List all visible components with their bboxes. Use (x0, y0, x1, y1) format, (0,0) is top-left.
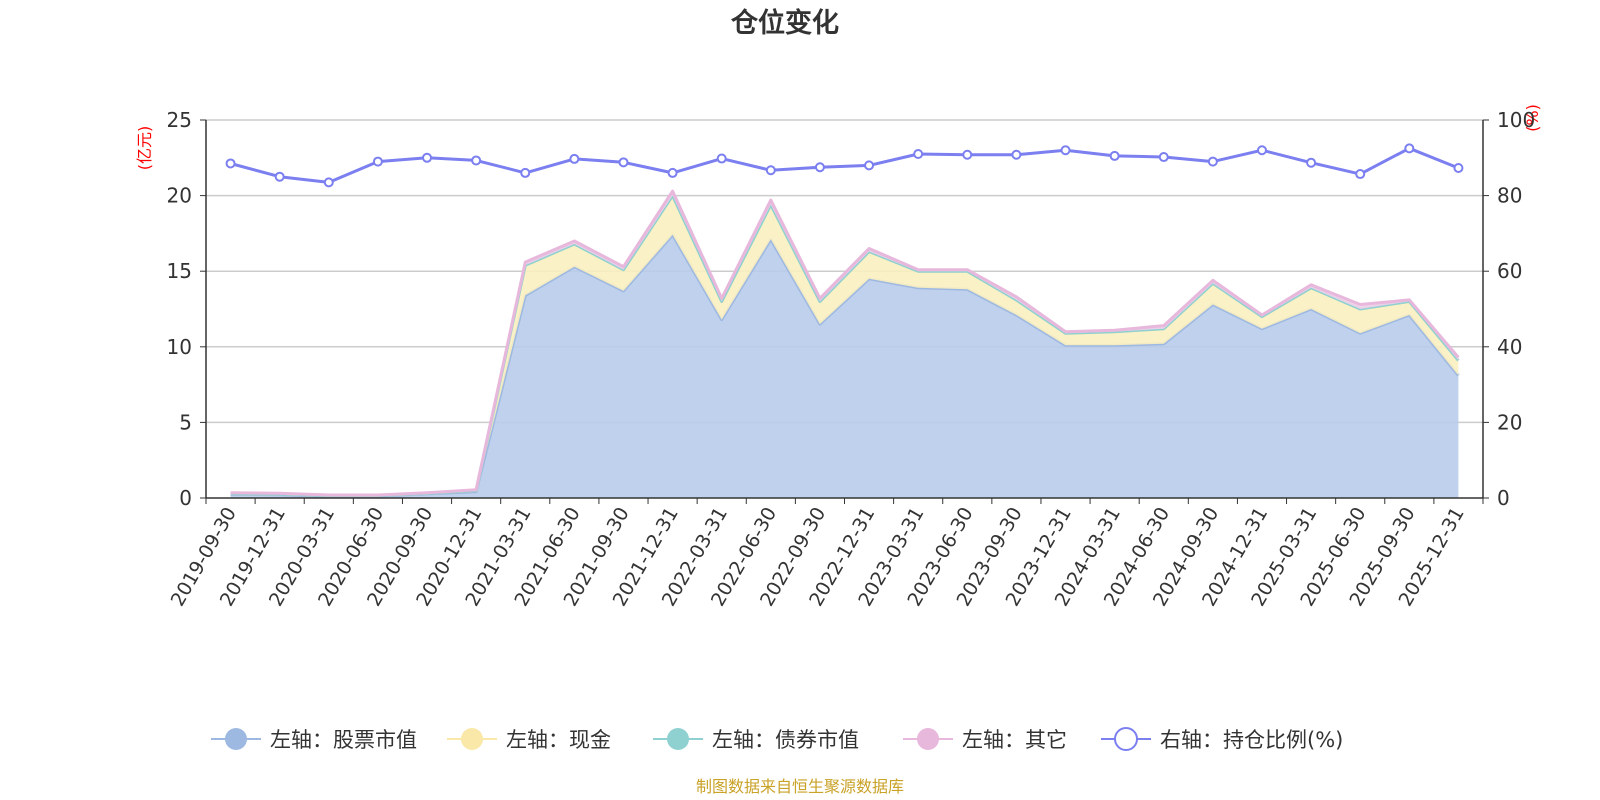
left-axis-unit: (亿元) (135, 126, 154, 171)
ratio-line-series (225, 143, 1464, 188)
legend-marker (667, 728, 689, 750)
ratio-point (962, 149, 973, 160)
right-tick-label: 80 (1497, 184, 1522, 208)
left-tick-label: 15 (167, 259, 192, 283)
ratio-point (1158, 152, 1169, 163)
legend-item: 右轴：持仓比例(%) (1101, 727, 1343, 752)
ratio-line (230, 146, 1459, 184)
ratio-point (274, 171, 285, 182)
legend-item: 左轴：其它 (903, 728, 1067, 752)
legend-marker (225, 728, 247, 750)
legend-item: 左轴：股票市值 (211, 728, 417, 752)
left-tick-label: 10 (167, 335, 192, 359)
data-source-note: 制图数据来自恒生聚源数据库 (696, 777, 904, 796)
ratio-point (372, 156, 383, 167)
ratio-point (814, 162, 825, 173)
ratio-point (422, 152, 433, 163)
left-tick-label: 20 (167, 184, 192, 208)
ratio-point (1355, 169, 1366, 180)
ratio-point (716, 153, 727, 164)
ratio-point (1109, 150, 1120, 161)
right-tick-label: 100 (1497, 108, 1535, 132)
legend-item: 左轴：现金 (447, 728, 611, 752)
right-tick-label: 0 (1497, 486, 1510, 510)
ratio-point (1060, 145, 1071, 156)
right-tick-label: 40 (1497, 335, 1522, 359)
ratio-point (569, 153, 580, 164)
legend-item: 左轴：债券市值 (653, 728, 859, 752)
series-line-其它 (230, 189, 1460, 497)
ratio-point (618, 157, 629, 168)
legend-label: 左轴：现金 (506, 728, 611, 752)
chart-title: 仓位变化 (730, 7, 839, 39)
legend-label: 左轴：债券市值 (712, 728, 859, 752)
ratio-point (1256, 145, 1267, 156)
legend-marker (917, 728, 939, 750)
ratio-point (667, 167, 678, 178)
ratio-point (1011, 149, 1022, 160)
ratio-point (1207, 156, 1218, 167)
ratio-point (323, 177, 334, 188)
right-axis-unit: (%) (1523, 104, 1542, 132)
right-tick-label: 20 (1497, 410, 1522, 434)
ratio-point (520, 167, 531, 178)
legend-marker (1114, 727, 1138, 751)
ratio-point (1306, 157, 1317, 168)
area-股票市值 (230, 234, 1459, 498)
legend: 左轴：股票市值 左轴：现金 左轴：债券市值 左轴：其它 右轴：持仓比例(%) (211, 727, 1343, 752)
ratio-point (864, 160, 875, 171)
legend-label: 左轴：其它 (962, 728, 1067, 752)
legend-label: 右轴：持仓比例(%) (1160, 728, 1343, 752)
ratio-point (225, 158, 236, 169)
area-现金 (230, 195, 1459, 497)
legend-label: 左轴：股票市值 (270, 728, 417, 752)
right-tick-label: 60 (1497, 259, 1522, 283)
ratio-point (1404, 143, 1415, 154)
ratio-point (913, 149, 924, 160)
left-tick-label: 25 (167, 108, 192, 132)
ratio-point (1453, 163, 1464, 174)
ratio-point (471, 155, 482, 166)
ratio-point (765, 165, 776, 176)
left-tick-label: 0 (179, 486, 192, 510)
left-tick-label: 5 (179, 410, 192, 434)
stacked-areas (230, 189, 1460, 498)
legend-marker (461, 728, 483, 750)
